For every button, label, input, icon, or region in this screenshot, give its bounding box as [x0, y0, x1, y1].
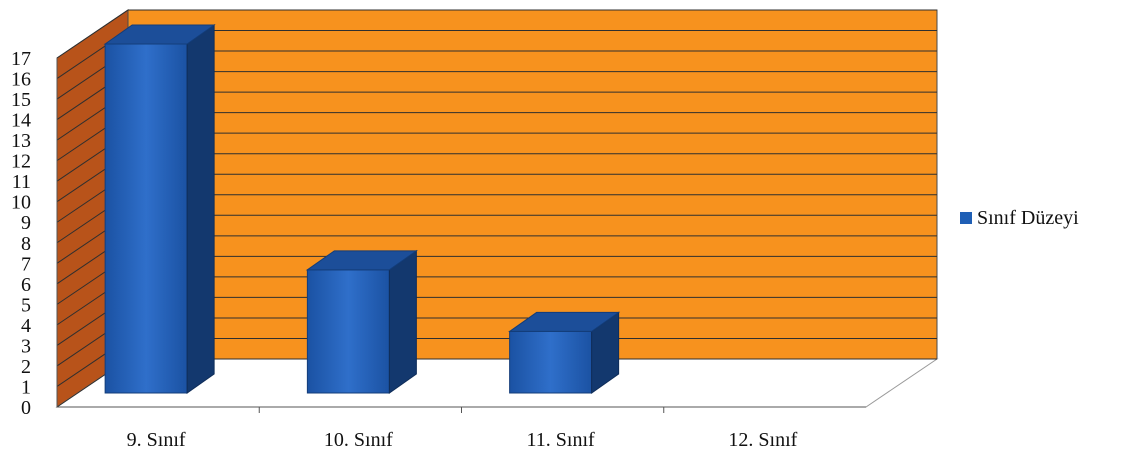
bar-top	[508, 311, 621, 332]
bar-top	[305, 250, 418, 271]
axes	[56, 58, 866, 413]
x-tick-label: 11. Sınıf	[527, 429, 595, 451]
bar-front	[104, 43, 188, 394]
bars	[103, 24, 621, 394]
y-tick-label: 11	[12, 171, 31, 193]
y-tick-label: 15	[11, 89, 31, 111]
y-tick-label: 0	[21, 397, 31, 419]
y-tick-label: 3	[21, 335, 31, 357]
x-tick-label: 12. Sınıf	[728, 429, 797, 451]
bar-front	[306, 269, 390, 394]
x-axis-tick-labels: 9. Sınıf 10. Sınıf 11. Sınıf 12. Sınıf	[127, 429, 798, 451]
y-tick-label: 2	[21, 356, 31, 378]
y-tick-label: 1	[21, 376, 31, 398]
legend: Sınıf Düzeyi	[960, 207, 1079, 229]
bar-top	[103, 24, 216, 45]
bar-front	[509, 330, 593, 394]
y-tick-label: 17	[11, 48, 31, 70]
y-tick-label: 4	[21, 315, 31, 337]
y-tick-label: 12	[11, 151, 31, 173]
y-tick-label: 8	[21, 233, 31, 255]
y-tick-label: 13	[11, 130, 31, 152]
y-tick-label: 16	[11, 69, 31, 91]
x-tick-label: 9. Sınıf	[127, 429, 186, 451]
y-tick-label: 6	[21, 274, 31, 296]
y-tick-label: 10	[11, 192, 31, 214]
legend-label: Sınıf Düzeyi	[977, 207, 1079, 229]
bar-side	[388, 249, 417, 394]
bar-side	[186, 24, 215, 394]
y-tick-label: 14	[11, 110, 31, 132]
x-tick-label: 10. Sınıf	[324, 429, 393, 451]
y-tick-label: 9	[21, 212, 31, 234]
legend-swatch	[960, 212, 972, 224]
y-tick-label: 5	[21, 294, 31, 316]
side-gridline	[56, 9, 129, 59]
y-tick-label: 7	[21, 253, 31, 275]
back-wall	[127, 9, 938, 360]
